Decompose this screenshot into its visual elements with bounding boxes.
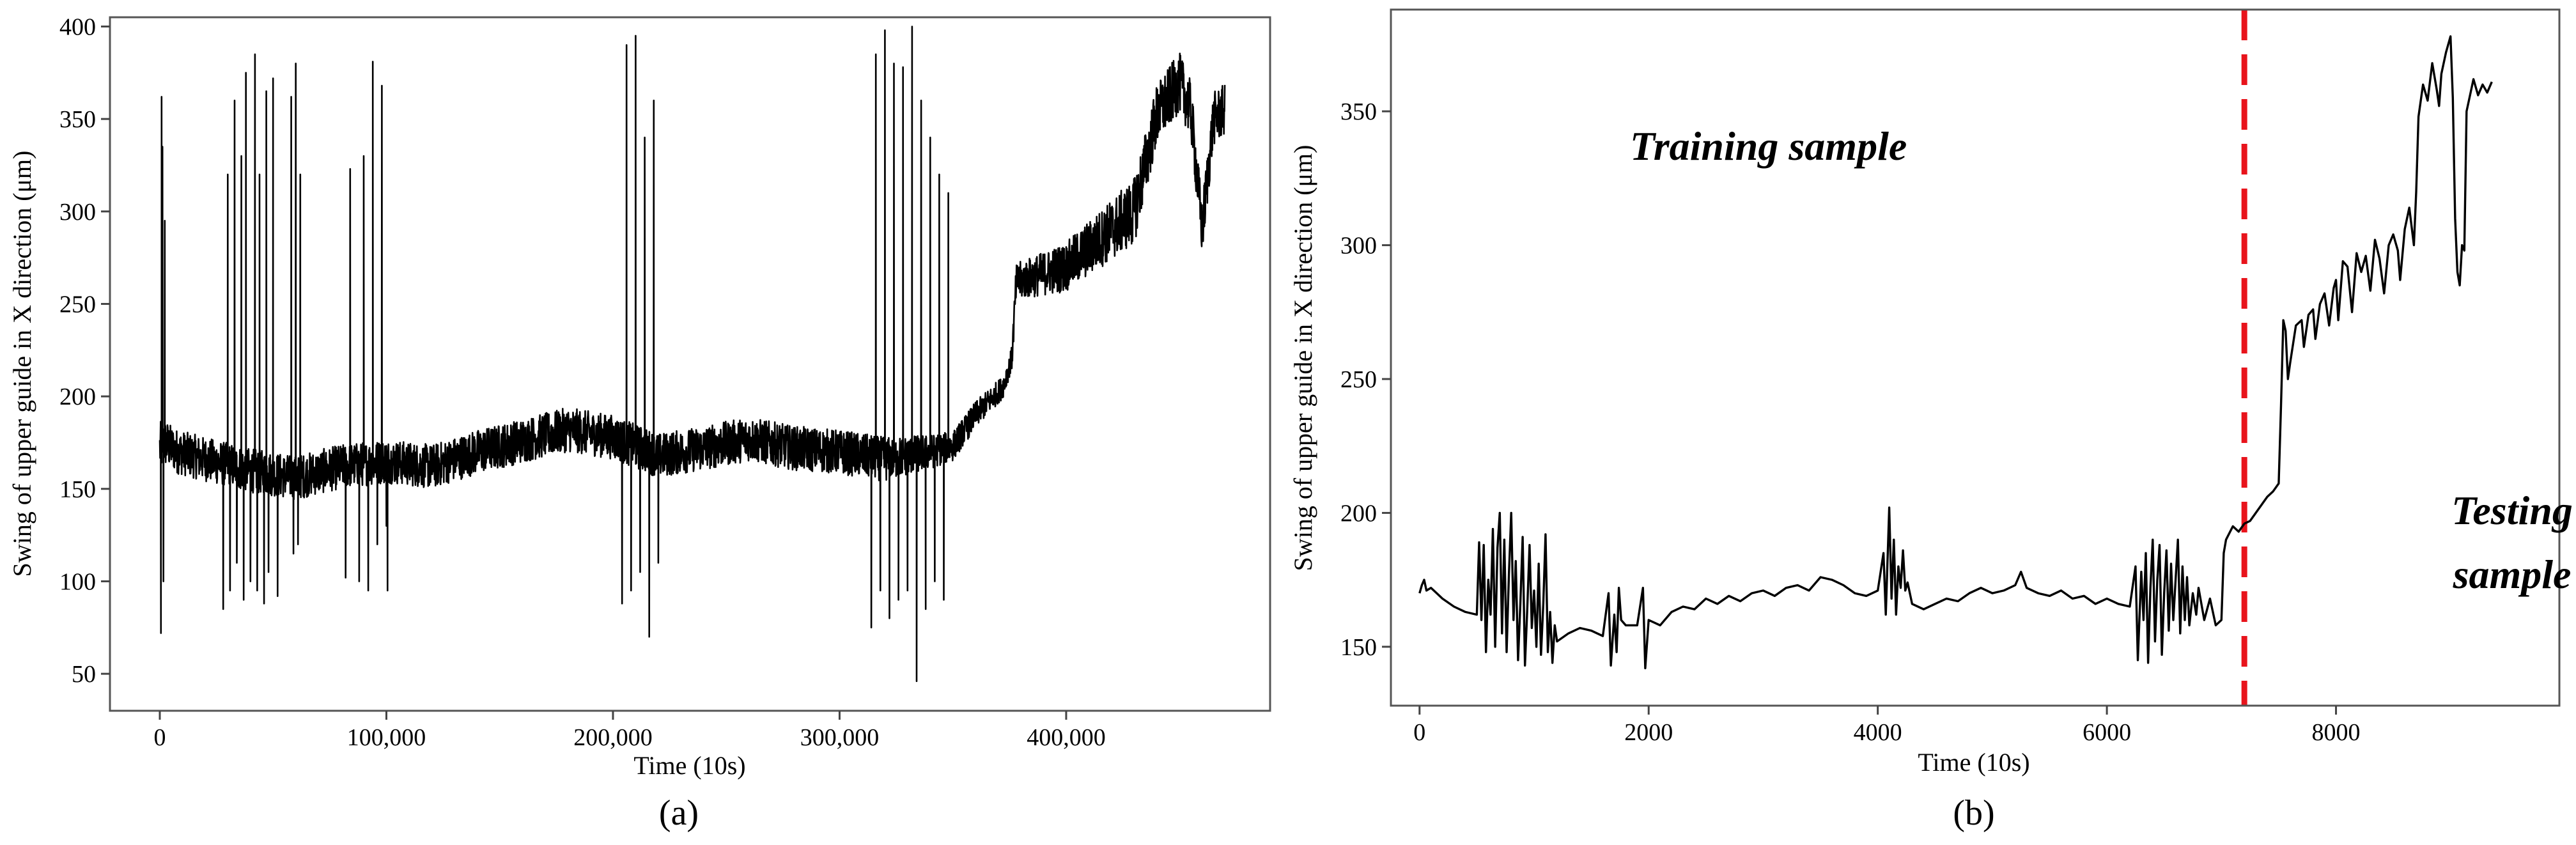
panel-a-y-ticks: 50 100 150 200 250 300 350 400 xyxy=(59,13,110,688)
panel-b-y-ticks: 150 200 250 300 350 xyxy=(1340,98,1391,661)
panel-b-x-axis-title: Time (10s) xyxy=(1918,748,2029,777)
panel-a-label: (a) xyxy=(659,793,699,833)
panel-b-y-axis-title: Swing of upper guide in X direction (μm) xyxy=(1289,145,1317,571)
panel-b-y-tick-label: 350 xyxy=(1340,98,1377,125)
panel-b: 0 2000 4000 6000 8000 150 200 250 300 350 Traini… xyxy=(1289,8,2573,833)
panel-a: 0 100,000 200,000 300,000 400,000 50 100 150 20… xyxy=(8,13,1271,833)
panel-a-x-tick-label: 200,000 xyxy=(573,724,653,751)
panel-a-y-tick-label: 350 xyxy=(59,106,96,133)
panel-b-y-tick-label: 200 xyxy=(1340,500,1377,527)
panel-b-x-tick-label: 8000 xyxy=(2312,719,2361,746)
panel-a-x-ticks: 0 100,000 200,000 300,000 400,000 xyxy=(153,711,1106,751)
panel-a-line xyxy=(159,26,1226,682)
panel-b-x-tick-label: 0 xyxy=(1413,719,1425,746)
panel-a-x-axis-title: Time (10s) xyxy=(633,751,745,780)
panel-b-x-ticks: 0 2000 4000 6000 8000 xyxy=(1413,706,2361,746)
panel-a-series-line xyxy=(159,26,1226,682)
panel-b-testing-annotation-line2: sample xyxy=(2453,552,2572,597)
panel-b-x-tick-label: 4000 xyxy=(1854,719,1902,746)
panel-b-label: (b) xyxy=(1953,793,1994,833)
panel-a-y-axis-title: Swing of upper guide in X direction (μm) xyxy=(8,151,36,577)
panel-a-x-tick-label: 300,000 xyxy=(800,724,880,751)
panel-b-plot-frame xyxy=(1390,8,2561,707)
panel-b-series-line xyxy=(1418,35,2493,670)
panel-b-x-tick-label: 6000 xyxy=(2083,719,2131,746)
panel-a-y-tick-label: 200 xyxy=(59,384,96,410)
panel-b-y-tick-label: 300 xyxy=(1340,233,1377,260)
panel-a-y-tick-label: 100 xyxy=(59,568,96,595)
panel-b-y-tick-label: 150 xyxy=(1340,634,1377,661)
panel-b-x-tick-label: 2000 xyxy=(1624,719,1673,746)
panel-a-y-tick-label: 300 xyxy=(59,199,96,226)
panel-a-y-tick-label: 400 xyxy=(59,13,96,40)
panel-a-x-tick-label: 0 xyxy=(153,724,166,751)
panel-a-plot-frame xyxy=(109,16,1271,712)
panel-b-line xyxy=(1418,35,2493,670)
panel-a-x-tick-label: 100,000 xyxy=(347,724,426,751)
panel-b-y-tick-label: 250 xyxy=(1340,366,1377,393)
panel-b-training-annotation: Training sample xyxy=(1630,123,1907,169)
panel-a-y-tick-label: 50 xyxy=(72,661,96,688)
panel-a-y-tick-label: 150 xyxy=(59,476,96,503)
panel-a-y-tick-label: 250 xyxy=(59,291,96,318)
panel-a-x-tick-label: 400,000 xyxy=(1027,724,1106,751)
panel-b-testing-annotation-line1: Testing xyxy=(2451,488,2573,533)
